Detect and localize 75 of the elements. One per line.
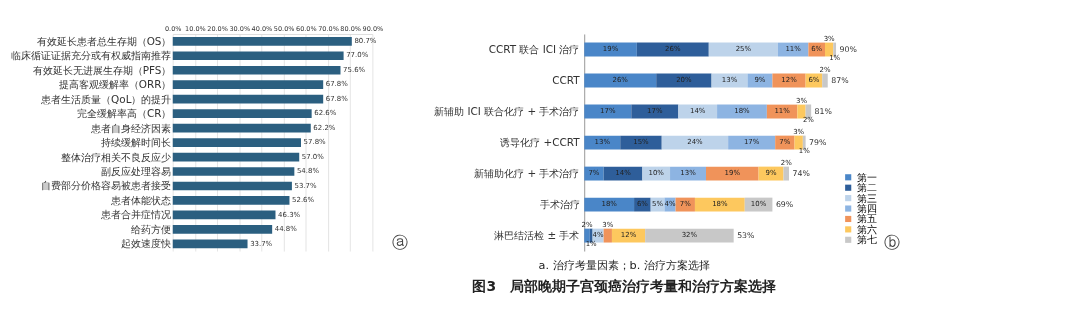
bar xyxy=(584,197,635,212)
bar xyxy=(694,197,745,212)
bar xyxy=(706,166,759,181)
bar xyxy=(172,109,312,118)
y-tick-label: 患者合并症情况 xyxy=(100,208,172,221)
y-tick-label: 副反应处理容易 xyxy=(101,164,172,177)
y-tick-label: 有效延长无进展生存期（PFS） xyxy=(32,63,172,76)
y-tick-label: 手术治疗 xyxy=(539,198,580,211)
legend-label: 第二 xyxy=(856,181,877,194)
total-label: 87% xyxy=(831,76,849,86)
y-tick-label: 完全缓解率高（CR） xyxy=(76,107,172,120)
bar xyxy=(772,73,806,88)
y-tick-label: CCRT xyxy=(552,74,581,87)
bar xyxy=(172,225,273,234)
bar xyxy=(172,94,324,104)
y-tick-label: 临床循证证据充分或有权威指南推荐 xyxy=(11,49,172,62)
bar xyxy=(172,36,352,46)
y-tick-label: 淋巴结活检 ± 手术 xyxy=(494,229,580,242)
y-tick-label: 诱导化疗 +CCRT xyxy=(500,136,581,149)
bar xyxy=(172,167,295,176)
y-tick-label: 患者生活质量（QoL）的提升 xyxy=(40,92,172,105)
text: ⓑ xyxy=(883,234,900,253)
total-label: 53% xyxy=(737,231,755,241)
y-tick-label: 起效速度快 xyxy=(121,237,172,250)
y-tick-label: 患者体能状态 xyxy=(110,193,172,206)
legend-label: 第七 xyxy=(856,233,877,246)
bar xyxy=(603,228,612,243)
bar xyxy=(584,104,632,119)
bar xyxy=(172,210,276,220)
bar xyxy=(717,104,767,119)
bar xyxy=(172,65,341,75)
bar xyxy=(645,228,734,243)
legend-label: 第六 xyxy=(856,222,877,235)
y-tick-label: 患者自身经济因素 xyxy=(90,121,172,134)
y-tick-label: 自费部分价格容易被患者接受 xyxy=(41,179,172,192)
total-label: 79% xyxy=(809,138,827,148)
bar xyxy=(172,196,290,205)
y-tick-label: 新辅助化疗 + 手术治疗 xyxy=(474,167,580,180)
bar xyxy=(728,135,776,150)
y-tick-label: 提高客观缓解率（ORR） xyxy=(58,78,172,91)
legend-label: 第三 xyxy=(856,191,877,204)
total-label: 90% xyxy=(839,45,857,55)
bar xyxy=(783,166,790,181)
y-tick-label: 整体治疗相关不良反应少 xyxy=(61,150,172,163)
total-label: 81% xyxy=(814,107,832,117)
text: a. 治疗考量因素；b. 治疗方案选择 xyxy=(538,259,710,273)
bar xyxy=(661,135,729,150)
bar xyxy=(172,123,311,133)
bar xyxy=(797,104,806,119)
bar xyxy=(172,80,324,90)
bar xyxy=(584,73,657,88)
bar xyxy=(620,135,662,150)
y-tick-label: 新辅助 ICI 联合化疗 + 手术治疗 xyxy=(434,105,580,118)
bar xyxy=(584,228,590,243)
bar xyxy=(172,181,292,191)
legend-label: 第四 xyxy=(856,202,877,215)
bar xyxy=(631,104,679,119)
total-label: 69% xyxy=(775,200,794,210)
y-tick-label: CCRT 联合 ICI 治疗 xyxy=(488,43,580,56)
bar xyxy=(678,104,718,119)
bar xyxy=(172,51,344,61)
bar xyxy=(656,73,712,88)
bar xyxy=(794,135,803,150)
text: ⓐ xyxy=(391,234,408,253)
y-tick-label: 持续缓解时间长 xyxy=(101,136,172,149)
bar xyxy=(172,239,248,249)
bar xyxy=(172,152,300,162)
y-tick-label: 有效延长患者总生存期（OS） xyxy=(36,34,172,47)
total-label: 74% xyxy=(792,169,810,179)
legend-label: 第五 xyxy=(856,212,877,225)
bar xyxy=(172,138,301,147)
legend-label: 第一 xyxy=(856,170,877,183)
bar xyxy=(822,73,828,88)
caption: 图3 局部晚期子宫颈癌治疗考量和治疗方案选择 xyxy=(472,278,777,295)
y-tick-label: 给药方便 xyxy=(131,222,172,235)
